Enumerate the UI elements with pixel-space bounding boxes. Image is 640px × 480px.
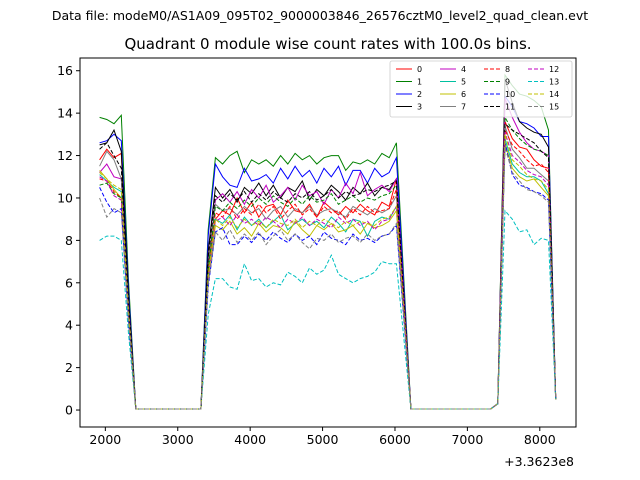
series-line-1 [99,73,557,410]
x-tick-label: 7000 [451,432,483,447]
series-line-7 [99,125,557,410]
x-tick-label: 6000 [379,432,411,447]
legend-label-3: 3 [417,103,422,112]
series-line-9 [99,115,557,410]
y-tick-label: 12 [57,148,73,163]
legend-label-12: 12 [549,65,559,74]
legend-box [389,60,573,118]
legend-label-13: 13 [549,78,559,87]
legend-label-2: 2 [417,90,422,99]
series-line-12 [99,132,557,410]
legend-label-1: 1 [417,78,422,87]
series-line-14 [99,134,557,410]
x-tick-label: 2000 [89,432,121,447]
series-line-2 [99,94,557,410]
x-tick-label: 3000 [162,432,194,447]
y-tick-label: 2 [65,360,73,375]
x-tick-label: 5000 [307,432,339,447]
y-tick-label: 0 [65,403,73,418]
series-line-15 [99,146,557,410]
legend-label-6: 6 [461,90,466,99]
legend-label-14: 14 [549,90,559,99]
legend-label-9: 9 [505,78,510,87]
series-line-11 [99,122,557,410]
series-line-0 [99,121,557,410]
y-tick-label: 6 [65,275,73,290]
legend-label-8: 8 [505,65,510,74]
legend-label-11: 11 [505,103,515,112]
legend-label-4: 4 [461,65,466,74]
y-tick-label: 16 [57,63,73,78]
figure-supertitle: Data file: modeM0/AS1A09_095T02_90000038… [52,8,588,23]
legend-label-0: 0 [417,65,422,74]
series-line-13 [99,209,557,410]
y-tick-label: 10 [57,190,73,205]
series-line-3 [99,79,557,410]
axes: 2000 3000 4000 5000 6000 7000 8000024681012141… [57,63,556,447]
y-tick-label: 8 [65,233,73,248]
x-tick-label: 4000 [234,432,266,447]
series-line-4 [99,98,557,410]
legend-label-5: 5 [461,78,466,87]
y-tick-label: 14 [57,106,73,121]
plot-frame [79,57,577,428]
series-line-5 [99,138,557,410]
chart-title: Quadrant 0 module wise count rates with … [124,35,531,53]
x-axis-offset-label: +3.3623e8 [504,454,574,469]
x-tick-label: 8000 [524,432,556,447]
legend-label-10: 10 [505,90,515,99]
legend-label-7: 7 [461,103,466,112]
legend-label-15: 15 [549,103,559,112]
plot-area [99,73,557,410]
series-line-6 [99,142,557,410]
series-line-10 [99,142,557,410]
y-tick-label: 4 [65,318,73,333]
